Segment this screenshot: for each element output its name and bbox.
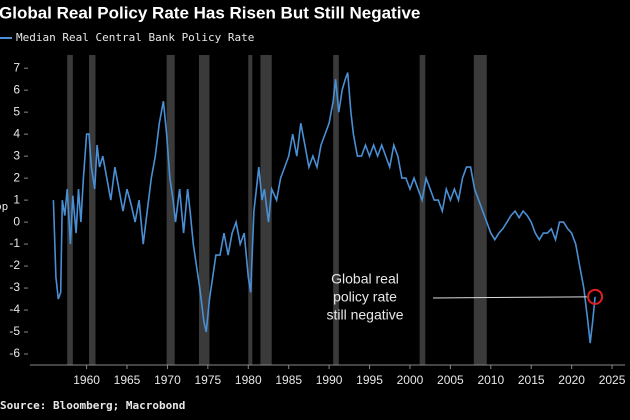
y-tick-label: 7 xyxy=(13,60,20,74)
y-tick-label: -4 xyxy=(9,302,20,316)
series-line xyxy=(52,72,596,344)
x-tick-label: 1965 xyxy=(114,373,141,387)
shaded-period xyxy=(333,55,339,365)
y-axis-label: pp xyxy=(0,200,8,213)
x-tick-label: 1985 xyxy=(275,373,302,387)
shaded-period xyxy=(198,55,210,365)
y-tick-label: -1 xyxy=(9,236,20,250)
y-tick-label: 6 xyxy=(13,82,20,96)
x-tick-label: 2015 xyxy=(518,373,545,387)
y-tick-label: 3 xyxy=(13,148,20,162)
x-tick-label: 1960 xyxy=(73,373,100,387)
x-tick-label: 1980 xyxy=(235,373,262,387)
x-tick-label: 2020 xyxy=(558,373,585,387)
x-tick-label: 2000 xyxy=(397,373,424,387)
shaded-periods xyxy=(67,55,487,365)
shaded-period xyxy=(89,55,96,365)
plot: Global real policy rate still negative xyxy=(52,72,604,344)
x-tick-label: 1970 xyxy=(154,373,181,387)
x-tick-label: 2005 xyxy=(437,373,464,387)
y-tick-label: 4 xyxy=(13,126,20,140)
y-tick-label: 1 xyxy=(13,192,20,206)
y-tick-label: -6 xyxy=(9,346,20,360)
y-tick-label: -3 xyxy=(9,280,20,294)
y-tick-label: 0 xyxy=(13,214,20,228)
shaded-period xyxy=(260,55,272,365)
chart-title: Global Real Policy Rate Has Risen But St… xyxy=(0,3,420,22)
x-tick-label: 1990 xyxy=(316,373,343,387)
annotation-leader xyxy=(432,296,588,299)
shaded-period xyxy=(419,55,426,365)
source: Source: Bloomberg; Macrobond xyxy=(0,399,185,412)
shaded-period xyxy=(473,55,487,365)
y-tick-label: -2 xyxy=(9,258,20,272)
x-tick-label: 2010 xyxy=(477,373,504,387)
y-tick-label: 5 xyxy=(13,104,20,118)
axes: -6 -5 -4 -3 -2 -1 0 1 2 3 4 5 6 7 1960 1965 1970 1975 1980… xyxy=(9,60,625,387)
shaded-period xyxy=(67,55,73,365)
annotation-marker xyxy=(587,288,604,305)
y-tick-label: 2 xyxy=(13,170,20,184)
shaded-period xyxy=(248,55,253,365)
shaded-period xyxy=(166,55,175,365)
x-tick-label: 1995 xyxy=(356,373,383,387)
y-tick-label: -5 xyxy=(9,324,20,338)
annotation-text: Global real xyxy=(331,271,399,287)
annotation-text: still negative xyxy=(326,307,403,323)
x-tick-label: 2025 xyxy=(599,373,626,387)
x-tick-label: 1975 xyxy=(195,373,222,387)
legend-label: Median Real Central Bank Policy Rate xyxy=(16,31,254,44)
annotation-text: policy rate xyxy=(333,289,397,305)
